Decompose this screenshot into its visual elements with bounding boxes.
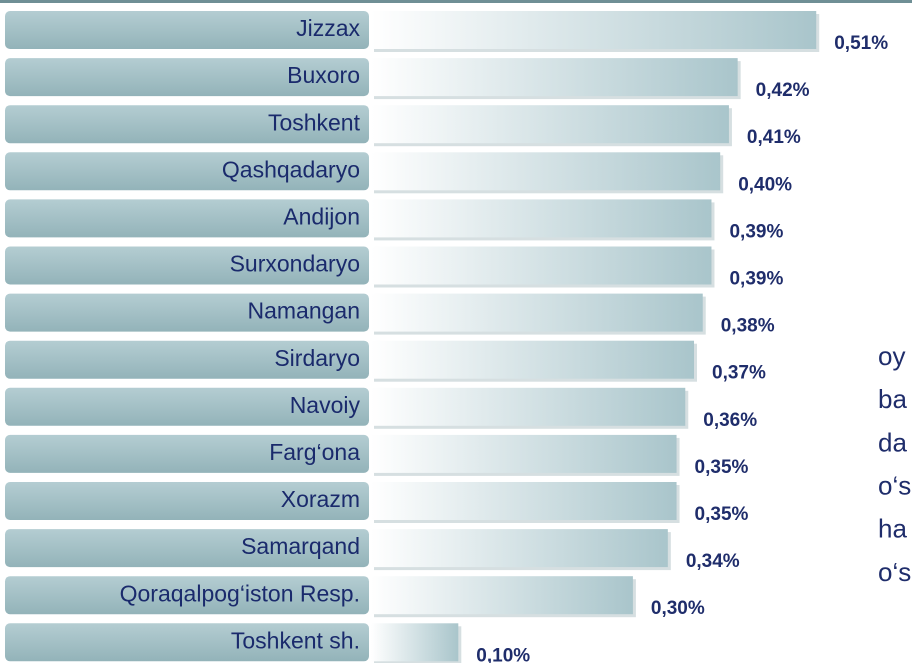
label-box bbox=[5, 387, 369, 426]
value-label: 0,36% bbox=[703, 410, 757, 431]
annotation: ba bbox=[878, 384, 907, 414]
value-label: 0,51% bbox=[834, 33, 888, 54]
label-box bbox=[5, 340, 369, 379]
label-box bbox=[5, 58, 369, 97]
bar bbox=[371, 576, 633, 615]
value-label: 0,35% bbox=[695, 457, 749, 478]
label-box bbox=[5, 246, 369, 285]
bar bbox=[371, 58, 738, 97]
bar bbox=[371, 246, 712, 285]
category-label: Andijon bbox=[283, 203, 360, 229]
bar bbox=[371, 482, 677, 520]
annotation: da bbox=[878, 427, 907, 457]
bar bbox=[371, 152, 721, 191]
label-box bbox=[5, 199, 369, 238]
category-label: Surxondaryo bbox=[230, 251, 360, 277]
value-label: 0,41% bbox=[747, 127, 801, 148]
category-label: Navoiy bbox=[290, 392, 361, 418]
value-label: 0,40% bbox=[738, 174, 792, 195]
category-label: Xorazm bbox=[281, 486, 360, 512]
category-label: Buxoro bbox=[287, 62, 360, 88]
annotation: ha bbox=[878, 514, 907, 544]
label-box bbox=[5, 293, 369, 332]
value-label: 0,35% bbox=[695, 504, 749, 525]
bar bbox=[371, 199, 712, 238]
label-box bbox=[5, 482, 369, 520]
bar bbox=[371, 387, 686, 426]
annotation: o‘s bbox=[878, 557, 911, 587]
value-label: 0,34% bbox=[686, 551, 740, 572]
value-label: 0,42% bbox=[756, 80, 810, 101]
label-box bbox=[5, 11, 369, 49]
annotation: oy bbox=[878, 341, 905, 371]
category-label: Samarqand bbox=[241, 533, 360, 559]
category-label: Namangan bbox=[247, 298, 360, 324]
label-box bbox=[5, 529, 369, 568]
category-label: Qashqadaryo bbox=[222, 156, 360, 182]
category-label: Sirdaryo bbox=[274, 345, 360, 371]
bar bbox=[371, 293, 703, 332]
bar bbox=[371, 11, 817, 49]
value-label: 0,10% bbox=[476, 645, 530, 663]
label-box bbox=[5, 576, 369, 615]
category-label: Qoraqalpog‘iston Resp. bbox=[120, 580, 360, 606]
value-label: 0,39% bbox=[729, 269, 783, 290]
value-label: 0,30% bbox=[651, 598, 705, 619]
annotation: o‘s bbox=[878, 470, 911, 500]
label-box bbox=[5, 623, 369, 662]
category-label: Farg‘ona bbox=[269, 439, 360, 465]
bar bbox=[371, 529, 668, 568]
top-rule bbox=[0, 0, 912, 3]
label-box bbox=[5, 152, 369, 191]
bar bbox=[371, 623, 459, 662]
label-box bbox=[5, 434, 369, 473]
value-label: 0,39% bbox=[729, 221, 783, 242]
category-label: Toshkent bbox=[268, 109, 361, 135]
value-label: 0,38% bbox=[721, 316, 775, 337]
label-box bbox=[5, 105, 369, 144]
category-label: Jizzax bbox=[296, 15, 360, 41]
category-label: Toshkent sh. bbox=[231, 627, 360, 653]
bar bbox=[371, 340, 695, 379]
bar bbox=[371, 434, 677, 473]
bar bbox=[371, 105, 729, 144]
value-label: 0,37% bbox=[712, 363, 766, 384]
